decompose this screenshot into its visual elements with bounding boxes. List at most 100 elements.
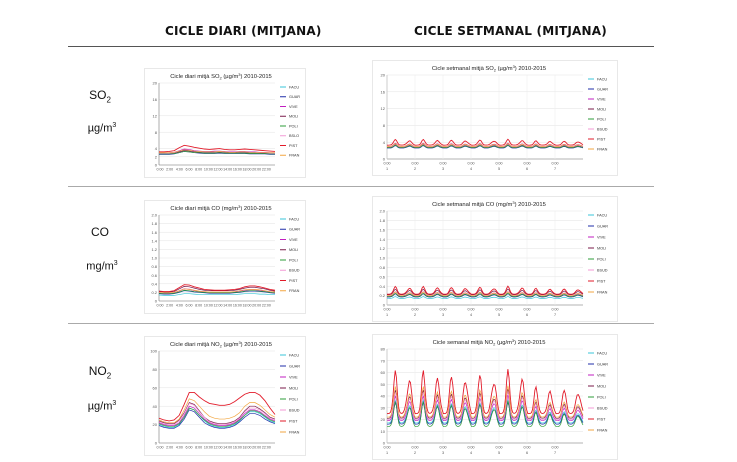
- legend-label: POLI: [597, 395, 606, 399]
- x-tick-label: 0:00: [524, 308, 531, 312]
- y-tick-label: 60: [153, 385, 158, 390]
- x-tick-label: 0:00: [157, 304, 164, 308]
- x-tick-label: 0:00: [384, 162, 391, 166]
- y-tick-label: 20: [153, 422, 158, 427]
- legend-label: BSUD: [597, 406, 608, 410]
- legend-label: GUAR: [597, 362, 608, 366]
- series-line-guar: [158, 290, 276, 295]
- x-tick-label: 20:00: [252, 168, 261, 172]
- series-line-fran: [158, 398, 276, 424]
- row-label-so2: SO2: [89, 88, 111, 105]
- y-tick-label: 20: [381, 417, 386, 422]
- legend-label: FRAN: [597, 147, 608, 151]
- y-tick-label: 1.6: [151, 230, 157, 235]
- series-line-guar: [387, 145, 584, 149]
- y-tick-label: 50: [381, 382, 386, 387]
- chart-no2-weekly: Cicle semanal mitjà NO2 (µg/m3) 2010-201…: [372, 334, 618, 460]
- chart-title: Cicle diari mitjà NO2 (µg/m3) 2010-2015: [170, 340, 272, 349]
- y-tick-label: 20: [381, 73, 386, 78]
- x-tick-label: 0:00: [552, 162, 559, 166]
- legend-label: POLI: [597, 257, 606, 261]
- x-tick-label: 10:00: [204, 168, 213, 172]
- x-tick-label: 0:00: [468, 162, 475, 166]
- y-tick-label: 0.2: [151, 290, 157, 295]
- x-tick-label: 0:00: [552, 308, 559, 312]
- x-day-label: 2: [414, 451, 416, 455]
- y-tick-label: 1.0: [151, 256, 157, 261]
- x-tick-label: 0:00: [552, 446, 559, 450]
- legend-label: BSUD: [597, 268, 608, 272]
- row-unit-so2: µg/m3: [87, 122, 117, 135]
- row-unit-no2: µg/m3: [87, 400, 117, 413]
- x-tick-label: 4:00: [176, 446, 183, 450]
- x-tick-label: 0:00: [412, 162, 419, 166]
- weekly-cycle-header: CICLE SETMANAL (MITJANA): [414, 24, 607, 38]
- y-tick-label: 0: [155, 299, 158, 304]
- x-tick-label: 0:00: [157, 168, 164, 172]
- x-tick-label: 0:00: [524, 446, 531, 450]
- y-tick-label: 0.4: [379, 284, 385, 289]
- series-line-poli: [159, 151, 275, 155]
- x-tick-label: 0:00: [440, 308, 447, 312]
- legend-label: POLI: [289, 258, 298, 262]
- x-tick-label: 12:00: [214, 304, 223, 308]
- legend-label: GUAR: [597, 87, 608, 91]
- x-tick-label: 12:00: [214, 446, 223, 450]
- x-day-label: 1: [386, 451, 388, 455]
- chart-no2-daily: Cicle diari mitjà NO2 (µg/m3) 2010-2015 0…: [144, 336, 306, 456]
- x-tick-label: 18:00: [243, 446, 252, 450]
- x-day-label: 2: [414, 313, 416, 317]
- x-tick-label: 0:00: [496, 308, 503, 312]
- row-divider-2: [68, 323, 654, 324]
- series-line-poli: [387, 144, 584, 149]
- x-tick-label: 22:00: [262, 446, 271, 450]
- series-line-pist: [386, 369, 584, 415]
- x-day-label: 1: [386, 313, 388, 317]
- x-tick-label: 18:00: [243, 168, 252, 172]
- x-day-label: 4: [470, 313, 472, 317]
- row-unit-co: mg/m3: [86, 260, 118, 273]
- x-tick-label: 0:00: [157, 446, 164, 450]
- x-tick-label: 6:00: [186, 304, 193, 308]
- x-tick-label: 0:00: [412, 308, 419, 312]
- x-tick-label: 0:00: [468, 308, 475, 312]
- y-tick-label: 0: [155, 163, 158, 168]
- y-tick-label: 0: [383, 303, 386, 308]
- legend-label: GUAR: [289, 364, 300, 368]
- series-line-pist: [158, 391, 276, 422]
- y-tick-label: 4: [155, 146, 158, 151]
- x-tick-label: 8:00: [195, 304, 202, 308]
- x-day-label: 5: [498, 451, 500, 455]
- legend-label: BSUD: [289, 269, 300, 273]
- x-day-label: 7: [554, 167, 556, 171]
- y-tick-label: 1.4: [151, 238, 157, 243]
- legend-label: PIST: [289, 419, 298, 423]
- series-line-poli: [158, 289, 276, 295]
- y-tick-label: 1.0: [379, 256, 385, 261]
- series-line-moli: [387, 143, 584, 148]
- legend-label: PIST: [597, 279, 606, 283]
- x-tick-label: 8:00: [195, 446, 202, 450]
- y-tick-label: 0: [383, 441, 386, 446]
- x-tick-label: 20:00: [252, 304, 261, 308]
- legend-label: FRAN: [289, 289, 300, 293]
- series-line-fran: [159, 149, 275, 154]
- series-line-facu: [158, 407, 276, 428]
- y-tick-label: 100: [150, 349, 157, 354]
- y-tick-label: 40: [153, 404, 158, 409]
- series-line-poli: [158, 407, 276, 427]
- legend-label: BSLO: [289, 134, 299, 138]
- legend-label: PIST: [597, 417, 606, 421]
- y-tick-label: 0: [383, 157, 386, 162]
- series-line-guar: [158, 409, 276, 429]
- legend-label: MOLI: [597, 107, 606, 111]
- series-line-moli: [158, 402, 276, 425]
- legend-label: VIVE: [289, 105, 298, 109]
- legend-label: BSUD: [597, 127, 608, 131]
- y-tick-label: 12: [153, 113, 158, 118]
- chart-so2-daily: Cicle diari mitjà SO2 (µg/m3) 2010-2015 0…: [144, 68, 306, 178]
- x-tick-label: 2:00: [166, 168, 173, 172]
- legend-label: MOLI: [597, 246, 606, 250]
- series-line-fran: [387, 291, 584, 296]
- series-line-pist: [387, 285, 584, 295]
